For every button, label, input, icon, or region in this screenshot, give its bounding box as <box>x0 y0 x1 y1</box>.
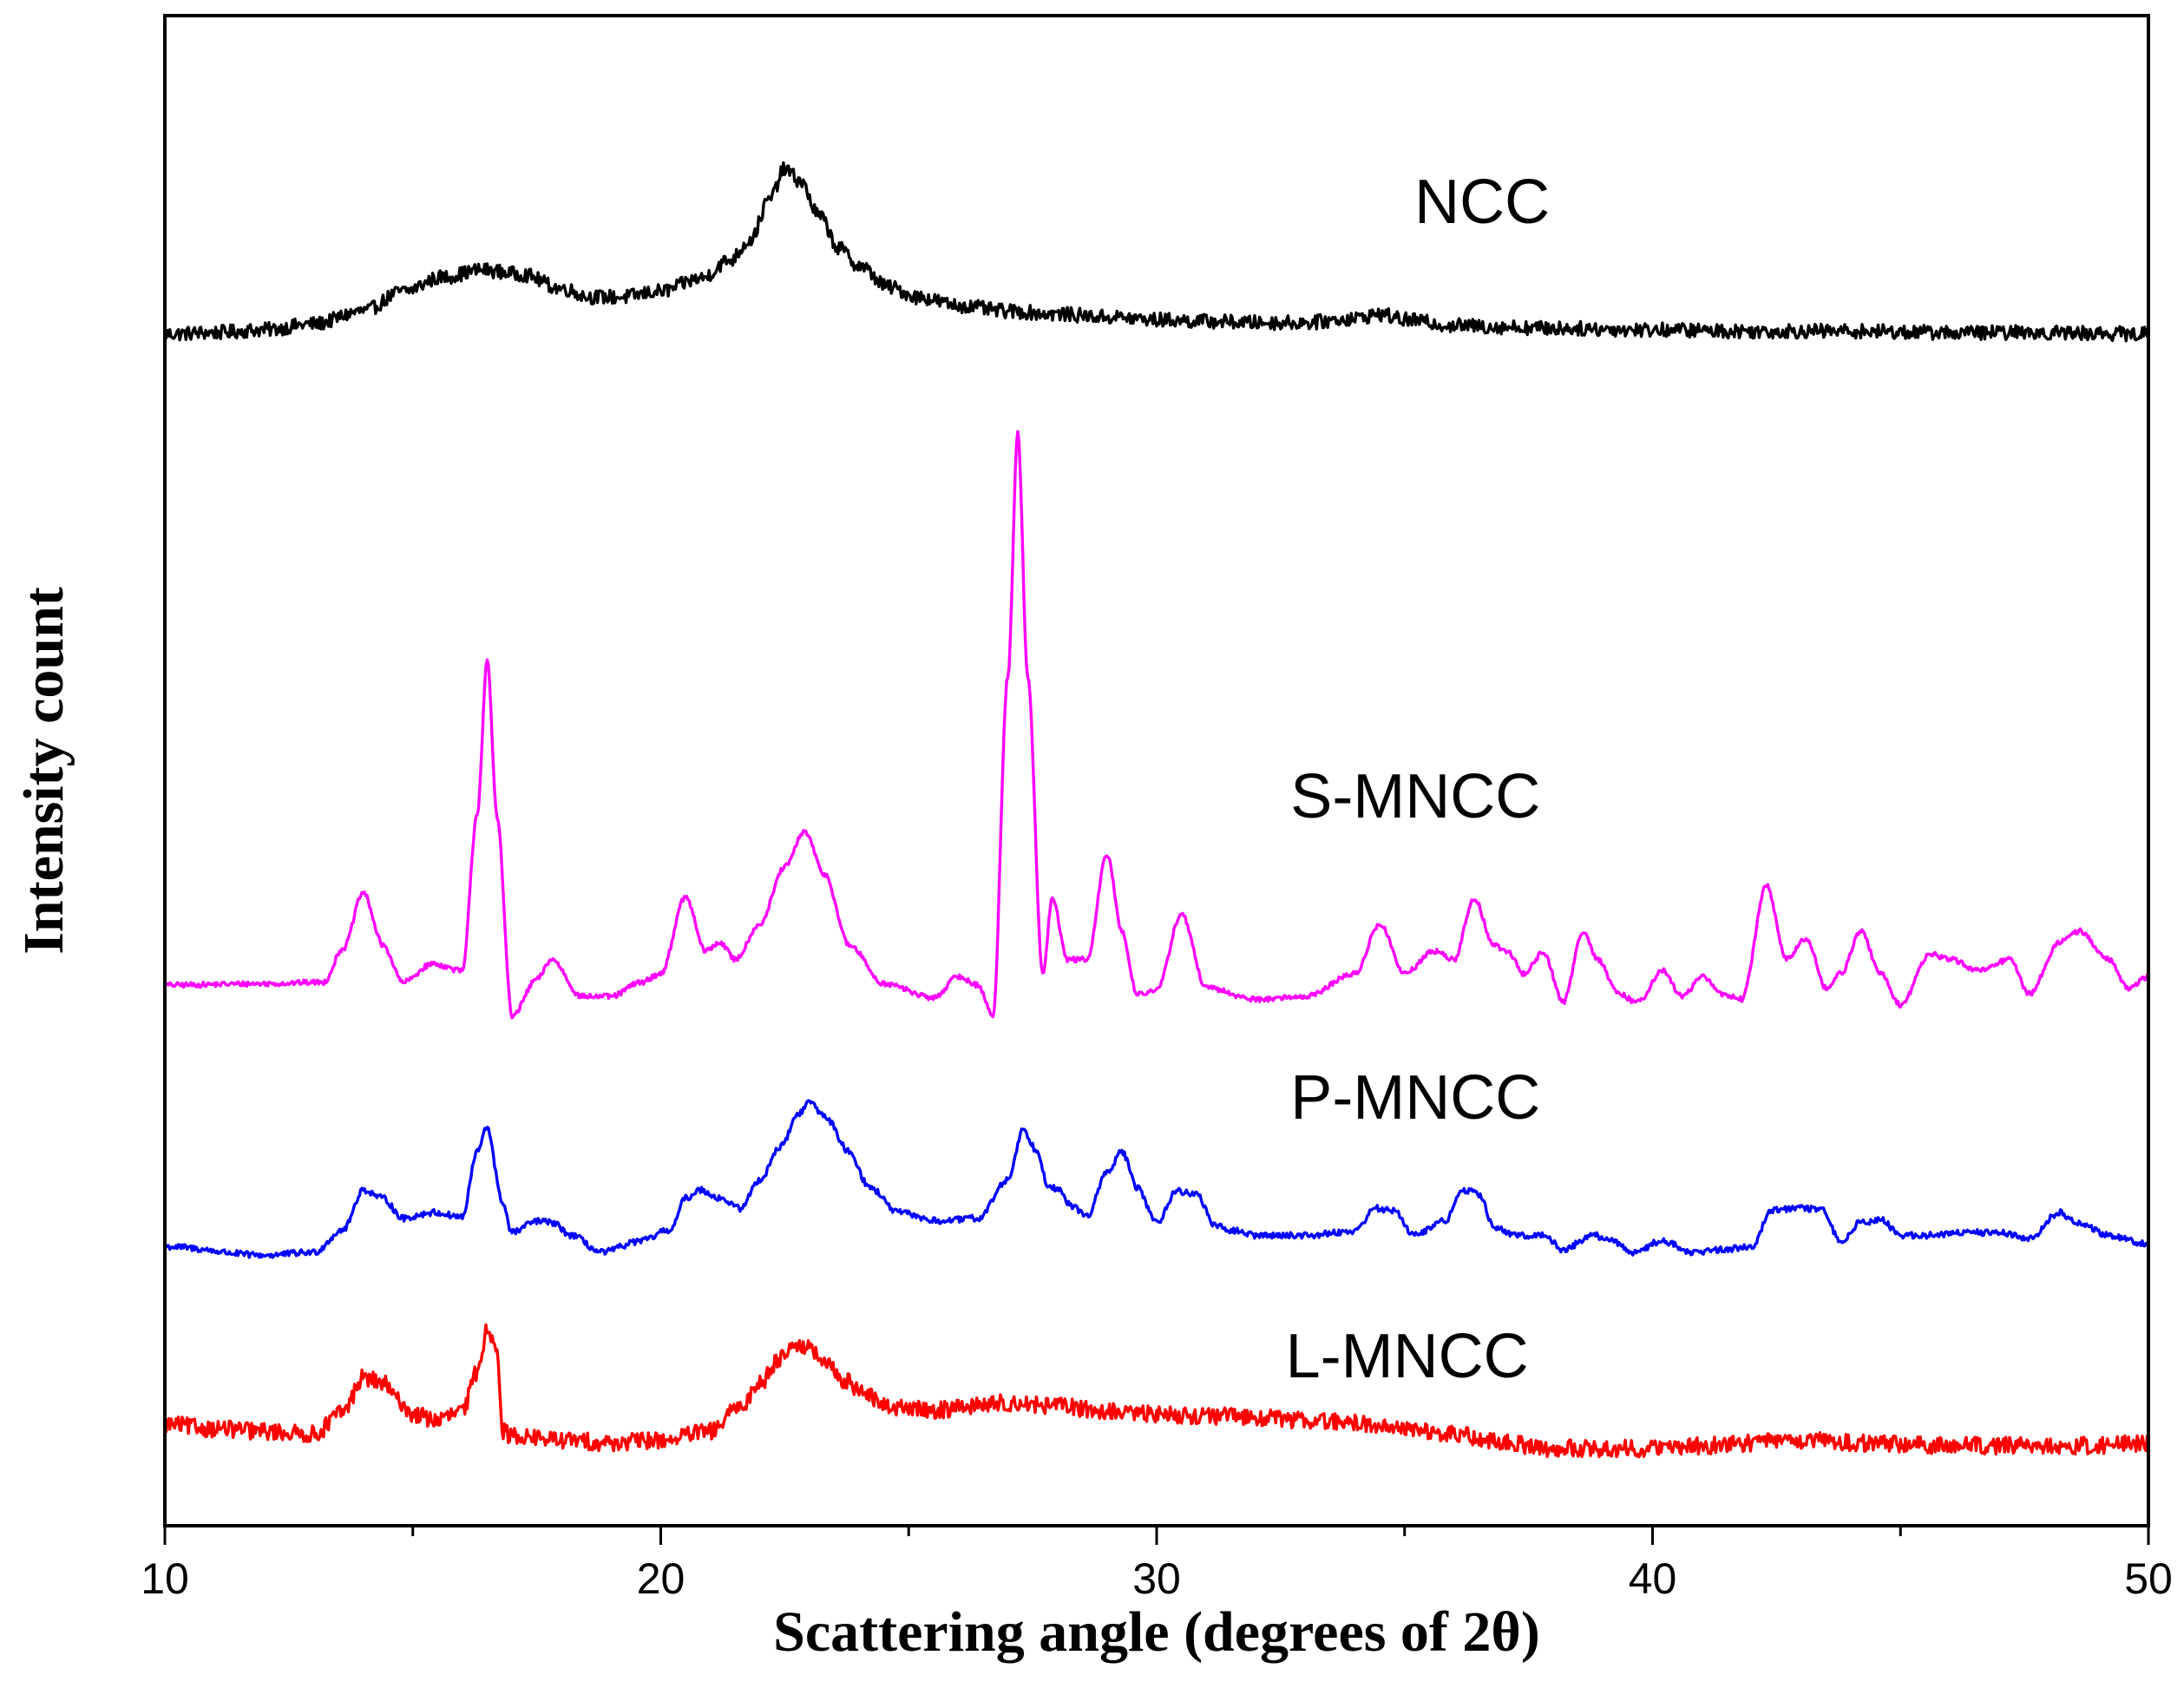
x-tick-label: 50 <box>2124 1554 2173 1603</box>
plot-frame <box>163 14 2150 1527</box>
x-axis-ticks: 10 20 30 40 50 <box>141 1526 2173 1603</box>
series-line-s-mncc <box>163 430 2150 1020</box>
x-tick-label: 30 <box>1132 1554 1181 1603</box>
series-label-ncc: NCC <box>1414 168 1550 237</box>
series-label-l-mncc: L-MNCC <box>1286 1322 1529 1391</box>
series-layer <box>163 161 2150 1459</box>
x-axis-title: Scattering angle (degrees of 2θ) <box>773 1600 1540 1664</box>
series-label-layer: NCC S-MNCC P-MNCC L-MNCC <box>1286 168 1551 1391</box>
x-tick-label: 10 <box>141 1554 189 1603</box>
series-line-p-mncc <box>163 1099 2150 1259</box>
x-tick-label: 40 <box>1629 1554 1677 1603</box>
x-tick-label: 20 <box>637 1554 685 1603</box>
series-line-l-mncc <box>163 1323 2150 1459</box>
series-label-p-mncc: P-MNCC <box>1290 1063 1540 1133</box>
y-axis-title: Intensity count <box>12 587 75 955</box>
series-label-s-mncc: S-MNCC <box>1290 762 1540 831</box>
series-line-ncc <box>163 161 2150 343</box>
